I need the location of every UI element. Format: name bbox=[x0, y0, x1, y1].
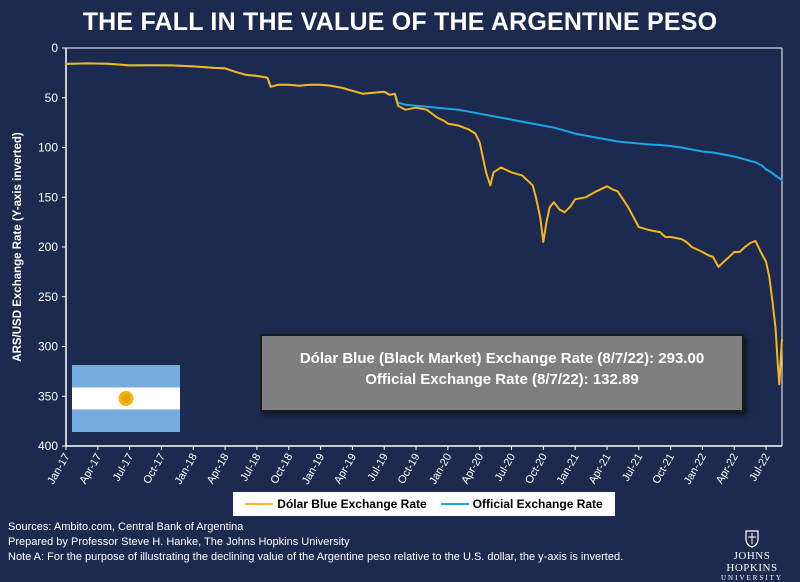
blue-rate-text: Dólar Blue (Black Market) Exchange Rate … bbox=[299, 350, 705, 367]
note-line: Note A: For the purpose of illustrating … bbox=[8, 551, 624, 563]
sources-notes: Sources: Ambito.com, Central Bank of Arg… bbox=[8, 520, 623, 565]
legend-label-blue: Dólar Blue Exchange Rate bbox=[277, 497, 427, 511]
chart-legend: Dólar Blue Exchange Rate Official Exchan… bbox=[233, 492, 615, 516]
x-tick-label: Oct-19 bbox=[396, 452, 423, 487]
x-tick-label: Oct-20 bbox=[523, 452, 550, 487]
x-tick-label: Apr-21 bbox=[587, 452, 614, 487]
blue-rate-line bbox=[65, 62, 783, 386]
y-tick-labels: 0 50 100 150 200 250 300 350 400 bbox=[38, 41, 66, 453]
latest-rates-box: Dólar Blue (Black Market) Exchange Rate … bbox=[260, 334, 744, 412]
logo-subtitle: UNIVERSITY bbox=[721, 574, 783, 582]
legend-swatch-official bbox=[440, 503, 469, 505]
official-rate-text: Official Exchange Rate (8/7/22): 132.89 bbox=[365, 371, 639, 388]
x-tick-label: Jul-19 bbox=[365, 452, 390, 484]
x-tick-label: Apr-22 bbox=[714, 452, 741, 487]
x-tick-label: Jan-19 bbox=[300, 452, 327, 487]
y-tick-label: 100 bbox=[38, 141, 58, 155]
x-tick-label: Jul-22 bbox=[747, 452, 772, 484]
johns-hopkins-logo: JOHNS HOPKINS UNIVERSITY bbox=[710, 530, 794, 582]
x-tick-label: Apr-18 bbox=[205, 452, 232, 487]
x-tick-label: Jan-20 bbox=[427, 452, 454, 487]
official-rate-line bbox=[65, 62, 783, 182]
x-tick-label: Jul-21 bbox=[620, 452, 645, 484]
x-tick-label: Jul-18 bbox=[238, 452, 263, 484]
legend-swatch-blue bbox=[245, 503, 274, 505]
y-tick-label: 200 bbox=[38, 240, 58, 254]
x-tick-label: Oct-17 bbox=[141, 452, 168, 487]
y-tick-label: 150 bbox=[38, 190, 58, 204]
legend-item-official: Official Exchange Rate bbox=[440, 497, 603, 511]
y-axis-label: ARS/USD Exchange Rate (Y-axis inverted) bbox=[12, 132, 24, 362]
x-tick-label: Jan-21 bbox=[555, 452, 582, 487]
argentina-flag-icon bbox=[72, 365, 180, 432]
x-tick-label: Jul-17 bbox=[111, 452, 136, 484]
x-tick-label: Apr-19 bbox=[332, 452, 359, 487]
legend-item-blue: Dólar Blue Exchange Rate bbox=[245, 497, 427, 511]
x-tick-label: Jan-22 bbox=[682, 452, 709, 487]
y-tick-label: 300 bbox=[38, 340, 58, 354]
y-tick-label: 0 bbox=[51, 41, 58, 55]
x-tick-label: Jul-20 bbox=[493, 452, 518, 484]
y-tick-label: 350 bbox=[38, 389, 58, 403]
y-tick-label: 50 bbox=[45, 91, 59, 105]
x-tick-label: Oct-18 bbox=[268, 452, 295, 487]
y-tick-label: 400 bbox=[38, 439, 58, 453]
y-tick-label: 250 bbox=[38, 290, 58, 304]
sources-line: Sources: Ambito.com, Central Bank of Arg… bbox=[8, 521, 244, 533]
university-shield-icon bbox=[745, 530, 759, 548]
x-tick-labels: Jan-17 Apr-17 Jul-17 Oct-17 Jan-18 Apr-18 Jul-… bbox=[45, 446, 773, 487]
x-tick-label: Apr-20 bbox=[459, 452, 486, 487]
x-tick-label: Oct-21 bbox=[650, 452, 677, 487]
logo-name: JOHNS HOPKINS bbox=[726, 550, 778, 574]
x-tick-label: Apr-17 bbox=[78, 452, 105, 487]
chart-title: THE FALL IN THE VALUE OF THE ARGENTINE P… bbox=[82, 8, 718, 36]
series-group bbox=[65, 62, 783, 386]
x-tick-label: Jan-18 bbox=[173, 452, 200, 487]
x-tick-label: Jan-17 bbox=[45, 452, 72, 487]
prepared-by-line: Prepared by Professor Steve H. Hanke, Th… bbox=[8, 536, 350, 548]
legend-label-official: Official Exchange Rate bbox=[472, 497, 603, 511]
